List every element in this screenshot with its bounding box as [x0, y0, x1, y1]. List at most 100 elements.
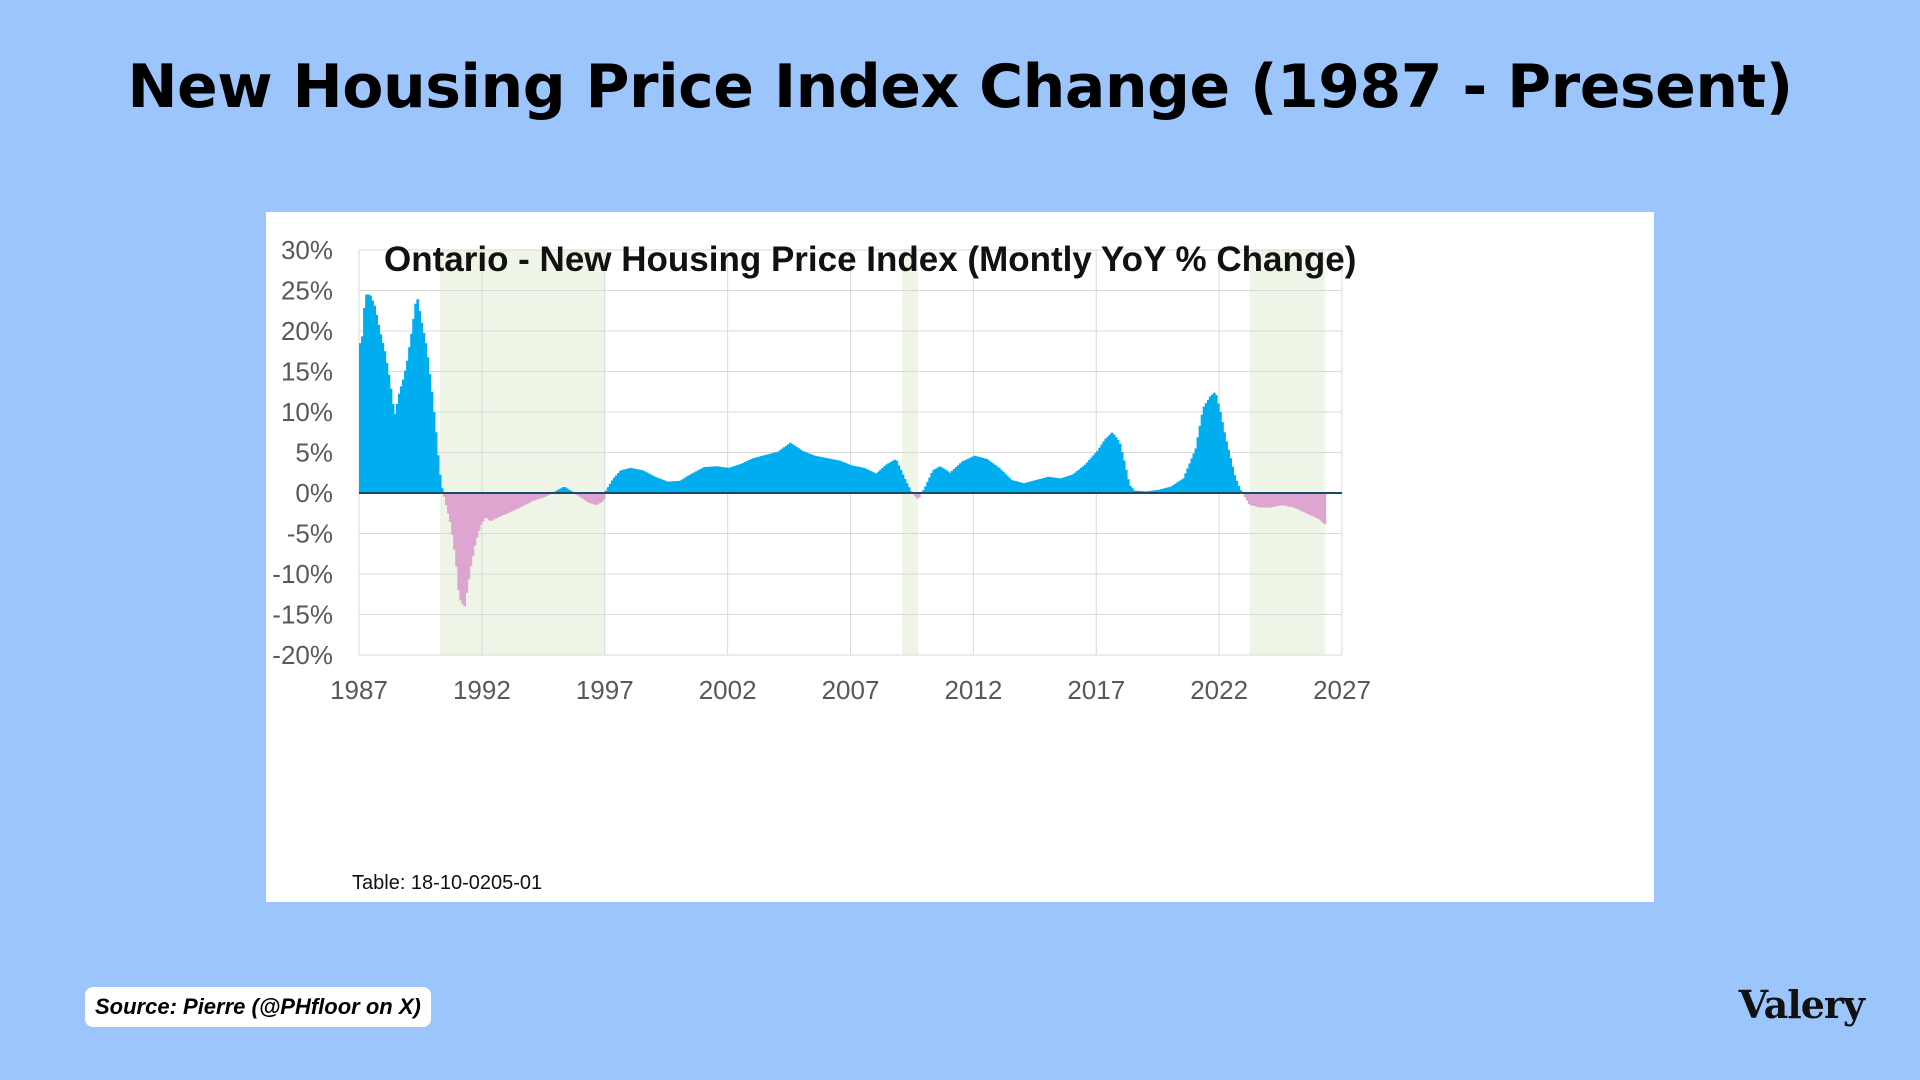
- data-bar: [731, 466, 735, 493]
- data-bar: [838, 460, 841, 493]
- data-bar: [539, 493, 542, 499]
- data-bar: [1024, 482, 1028, 493]
- data-bar: [1266, 493, 1269, 508]
- data-bar: [633, 468, 637, 493]
- data-bar: [424, 343, 428, 493]
- data-bar: [502, 493, 506, 515]
- data-bar: [619, 470, 622, 493]
- data-bar: [903, 479, 907, 493]
- data-bar: [1063, 477, 1067, 493]
- data-bar: [889, 462, 893, 493]
- data-bar: [483, 493, 487, 518]
- data-bar: [856, 466, 860, 493]
- data-bar: [1040, 478, 1044, 493]
- data-bar: [404, 370, 407, 493]
- data-bar: [414, 303, 417, 493]
- data-bar: [748, 460, 751, 493]
- data-bar: [817, 456, 821, 493]
- data-bar: [987, 460, 991, 493]
- data-bar: [1292, 493, 1296, 508]
- data-bar: [1059, 478, 1063, 493]
- data-bar: [383, 351, 387, 493]
- data-bar: [1212, 392, 1216, 493]
- data-bar: [774, 452, 778, 493]
- data-bar: [1227, 449, 1230, 493]
- data-bar: [821, 457, 825, 493]
- data-bar: [793, 445, 796, 493]
- data-bar: [1202, 406, 1206, 493]
- data-bar: [1083, 464, 1087, 493]
- data-bar: [1165, 487, 1169, 493]
- data-bar: [639, 469, 643, 493]
- data-bar: [952, 468, 956, 493]
- data-bar: [916, 493, 919, 499]
- data-bar: [1069, 475, 1073, 493]
- data-bar: [580, 493, 583, 498]
- data-bar: [565, 488, 569, 493]
- data-bar: [789, 442, 792, 493]
- data-bar: [610, 480, 614, 493]
- data-bar: [363, 308, 366, 493]
- data-bar: [811, 454, 815, 493]
- data-bar: [1010, 480, 1013, 493]
- data-bar: [588, 493, 592, 503]
- data-bar: [1157, 489, 1161, 493]
- data-bar: [721, 467, 725, 493]
- data-bar: [1008, 478, 1011, 493]
- data-bar: [1255, 493, 1259, 507]
- data-bar: [733, 465, 737, 493]
- housing-price-index-chart: 30% 25% 20% 15% 10% 5% 0% -5% -10% -15% -20% 1987 19…: [272, 235, 1371, 894]
- data-bar: [1180, 479, 1183, 493]
- data-bar: [1258, 493, 1261, 508]
- data-bar: [881, 467, 884, 493]
- data-bar: [1221, 422, 1224, 493]
- data-bar: [1126, 479, 1130, 493]
- data-bar: [1290, 493, 1294, 508]
- data-bar: [1151, 490, 1155, 493]
- data-bar: [567, 489, 571, 493]
- data-bar: [1225, 441, 1228, 493]
- data-bar: [1014, 481, 1017, 493]
- data-bar: [971, 456, 974, 493]
- data-bar: [1079, 467, 1083, 493]
- data-bar: [764, 454, 768, 493]
- data-bar: [1120, 452, 1124, 493]
- data-bar: [850, 465, 854, 493]
- data-bar: [756, 457, 759, 493]
- source-text: Source: Pierre (@PHfloor on X): [95, 994, 421, 1019]
- data-bar: [459, 493, 462, 601]
- data-bar: [873, 472, 876, 493]
- data-bar: [772, 452, 776, 493]
- data-bar: [893, 459, 897, 493]
- data-bar: [430, 391, 434, 493]
- data-bar: [1239, 490, 1243, 493]
- y-tick-label: -10%: [272, 559, 333, 589]
- data-bar: [1061, 477, 1065, 493]
- data-bar: [969, 457, 972, 493]
- data-bar: [518, 493, 522, 508]
- data-bar: [1108, 434, 1112, 493]
- data-bar: [866, 469, 870, 493]
- data-bar: [467, 493, 471, 580]
- data-bar: [1307, 493, 1310, 515]
- data-bar: [825, 458, 829, 493]
- data-bar: [1182, 478, 1185, 493]
- data-bar: [891, 460, 895, 493]
- data-bar: [1047, 476, 1050, 493]
- data-bar: [1057, 478, 1060, 493]
- data-bar: [815, 456, 819, 493]
- data-bar: [846, 463, 850, 493]
- x-tick-label: 2022: [1190, 675, 1248, 705]
- data-bar: [608, 483, 612, 493]
- data-bar: [1086, 462, 1089, 493]
- data-bar: [823, 457, 827, 493]
- data-bar: [766, 454, 770, 493]
- data-bar: [1002, 471, 1005, 493]
- x-tick-label: 2017: [1067, 675, 1125, 705]
- data-bar: [989, 461, 993, 493]
- data-bar: [713, 466, 716, 493]
- data-bar: [928, 477, 931, 493]
- y-tick-label: 20%: [281, 316, 333, 346]
- data-bar: [678, 480, 682, 493]
- data-bar: [1198, 425, 1202, 493]
